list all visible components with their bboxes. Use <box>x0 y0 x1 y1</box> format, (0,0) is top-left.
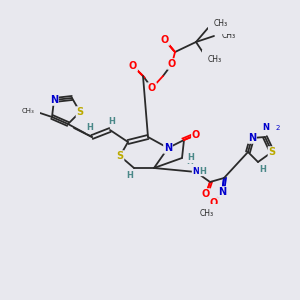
Text: S: S <box>76 107 84 117</box>
Text: CH₃: CH₃ <box>208 56 222 64</box>
Text: H: H <box>188 154 194 163</box>
Text: O: O <box>129 61 137 71</box>
Text: H: H <box>127 172 134 181</box>
Text: H: H <box>260 166 266 175</box>
Text: H: H <box>87 124 93 133</box>
Text: CH₃: CH₃ <box>200 209 214 218</box>
Text: S: S <box>268 147 276 157</box>
Text: N: N <box>164 143 172 153</box>
Text: N: N <box>50 95 58 105</box>
Text: CH₃: CH₃ <box>21 108 34 114</box>
Text: O: O <box>168 59 176 69</box>
Text: O: O <box>161 35 169 45</box>
Text: O: O <box>202 189 210 199</box>
Text: CH₃: CH₃ <box>214 20 228 28</box>
Text: N: N <box>218 187 226 197</box>
Text: O: O <box>148 83 156 93</box>
Text: H: H <box>200 167 206 176</box>
Text: H: H <box>109 116 116 125</box>
Text: O: O <box>210 198 218 208</box>
Text: NH: NH <box>262 124 276 133</box>
Text: H: H <box>187 158 194 166</box>
Text: CH₃: CH₃ <box>222 32 236 40</box>
Text: N: N <box>248 133 256 143</box>
Text: 2: 2 <box>276 125 280 131</box>
Text: N: N <box>193 167 200 176</box>
Text: S: S <box>116 151 124 161</box>
Text: O: O <box>192 130 200 140</box>
